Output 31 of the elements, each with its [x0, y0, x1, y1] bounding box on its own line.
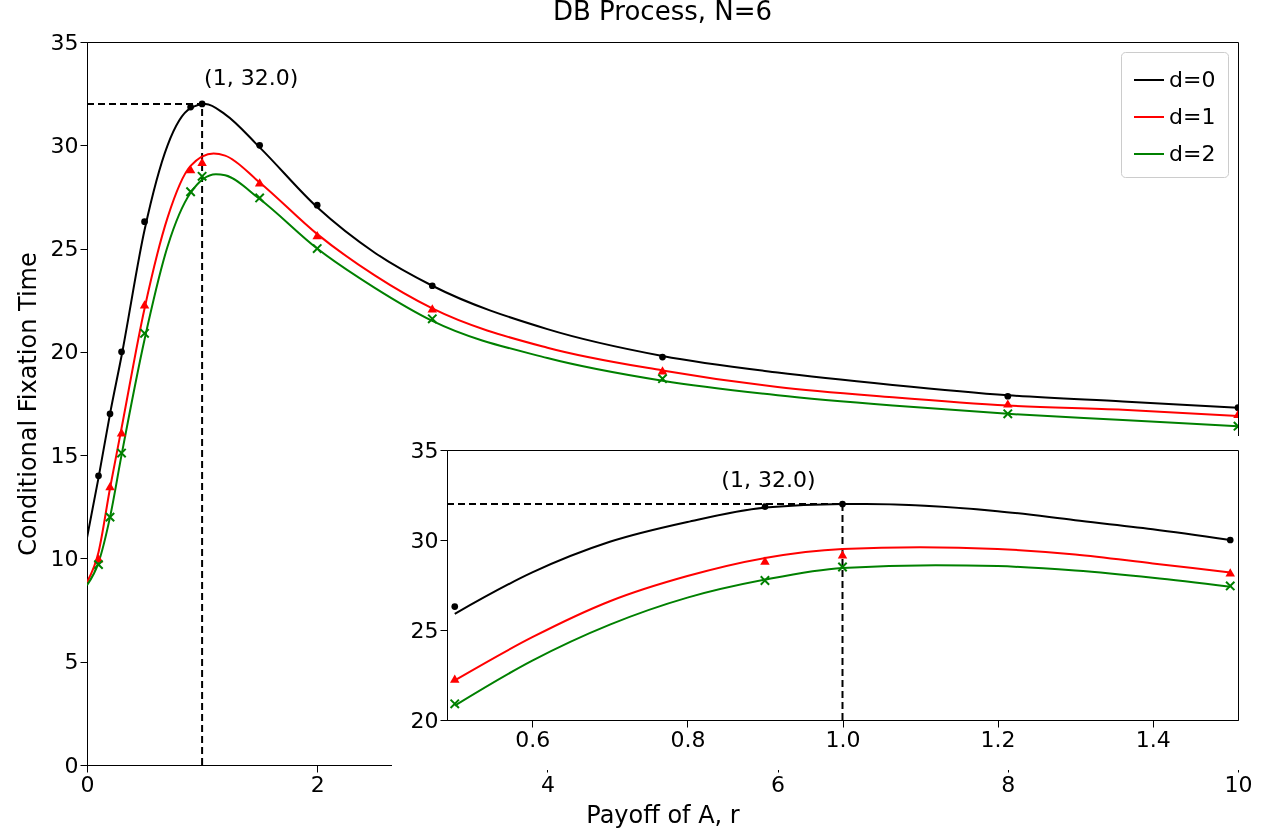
chart-title: DB Process, N=6 — [552, 0, 773, 26]
annotation: (1, 32.0) — [721, 467, 816, 492]
x-tick-label: 1.0 — [825, 726, 861, 752]
y-tick-label: 30 — [410, 527, 439, 553]
y-tick-label: 25 — [50, 236, 79, 262]
x-tick-label: 0.6 — [515, 726, 551, 752]
y-axis-title: Conditional Fixation Time — [13, 252, 42, 556]
y-tick-label: 15 — [50, 442, 79, 468]
x-tick-label: 8 — [1001, 771, 1016, 797]
x-tick-label: 4 — [540, 771, 555, 797]
y-tick-label: 20 — [410, 707, 439, 733]
legend-label: d=0 — [1169, 67, 1216, 92]
legend-label: d=1 — [1169, 104, 1216, 129]
annotation: (1, 32.0) — [204, 64, 299, 90]
legend-label: d=2 — [1169, 141, 1216, 166]
y-tick-label: 5 — [64, 649, 79, 675]
x-tick-label: 2 — [310, 771, 325, 797]
x-tick-label: 6 — [771, 771, 786, 797]
x-axis-title: Payoff of A, r — [586, 800, 740, 829]
y-tick-label: 0 — [64, 752, 79, 778]
y-tick-label: 20 — [50, 339, 79, 365]
x-tick-label: 0 — [80, 771, 95, 797]
x-tick-label: 1.2 — [980, 726, 1016, 752]
y-tick-label: 30 — [50, 132, 79, 158]
y-tick-label: 25 — [410, 617, 439, 643]
y-tick-label: 35 — [410, 437, 439, 463]
x-tick-label: 1.4 — [1135, 726, 1171, 752]
x-tick-label: 0.8 — [670, 726, 706, 752]
x-tick-label: 10 — [1224, 771, 1253, 797]
y-tick-label: 10 — [50, 545, 79, 571]
y-tick-label: 35 — [50, 29, 79, 55]
